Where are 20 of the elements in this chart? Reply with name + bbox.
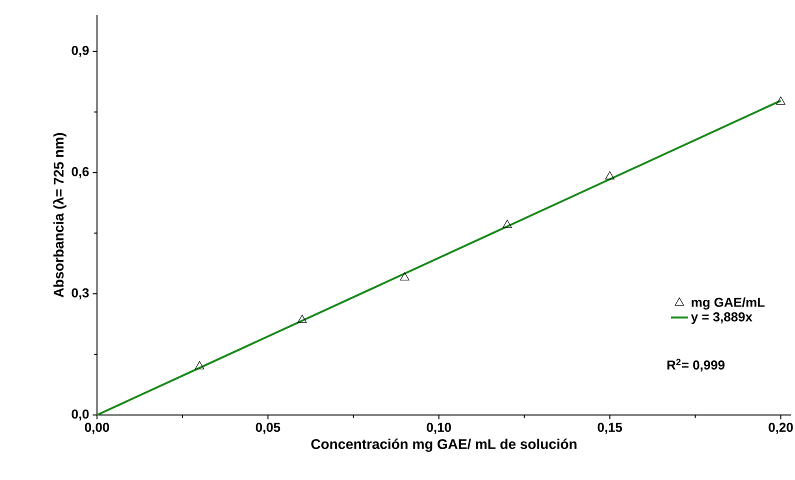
y-axis-title: Absorbancia (λ= 725 nm) bbox=[53, 132, 66, 298]
point bbox=[502, 220, 512, 228]
legend-label: y = 3,889x bbox=[690, 312, 752, 324]
point bbox=[298, 314, 307, 323]
y-tick-label: 0,6 bbox=[72, 167, 89, 178]
point bbox=[776, 96, 786, 105]
annotation: R$^{2}$= 0,999 bbox=[667, 358, 725, 372]
x-tick-label: 0,15 bbox=[598, 422, 622, 434]
x-tick-label: 0,20 bbox=[768, 422, 793, 434]
x-tick-label: 0,10 bbox=[426, 422, 451, 434]
legend-label: mg GAE/mL bbox=[692, 297, 765, 310]
x-axis-title: Concentración mg GAE/ mL de solución bbox=[311, 438, 576, 452]
point bbox=[605, 171, 614, 180]
y-tick-label: 0,0 bbox=[72, 409, 89, 421]
x-tick-label: 0,00 bbox=[84, 422, 110, 434]
y-tick-label: 0,3 bbox=[72, 288, 89, 300]
x-tick-label: 0,05 bbox=[256, 422, 280, 434]
point bbox=[400, 272, 410, 280]
y-tick-label: 0,9 bbox=[72, 46, 89, 57]
point bbox=[194, 361, 204, 370]
